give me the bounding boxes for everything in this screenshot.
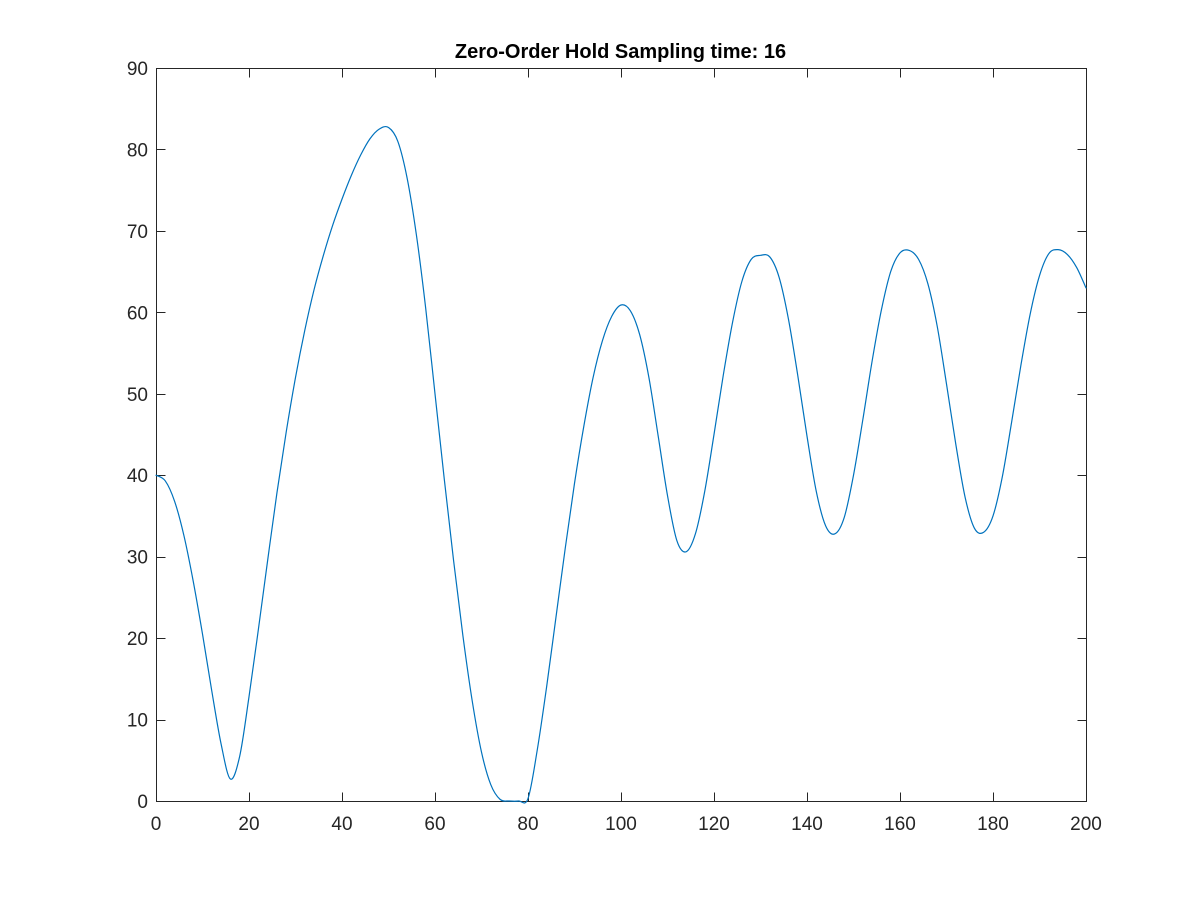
y-tick-label: 40: [127, 466, 148, 487]
x-tick-label: 0: [151, 814, 162, 835]
x-tick-label: 20: [238, 814, 259, 835]
x-tick-label: 120: [698, 814, 730, 835]
series-line: [155, 125, 1087, 804]
y-tick-label: 20: [127, 629, 148, 650]
y-tick-label: 60: [127, 303, 148, 324]
x-tick-label: 160: [884, 814, 916, 835]
y-tick-label: 30: [127, 548, 148, 569]
y-tick-label: 10: [127, 711, 148, 732]
x-tick-label: 200: [1070, 814, 1102, 835]
y-tick-label: 80: [127, 140, 148, 161]
y-tick-label: 70: [127, 222, 148, 243]
x-tick-label: 40: [331, 814, 352, 835]
axes-box: [156, 68, 1087, 802]
x-tick-label: 80: [517, 814, 538, 835]
x-tick-label: 100: [605, 814, 637, 835]
x-tick-label: 60: [424, 814, 445, 835]
chart-title: Zero-Order Hold Sampling time: 16: [455, 41, 786, 63]
x-tick-label: 140: [791, 814, 823, 835]
x-tick-label: 180: [977, 814, 1009, 835]
y-tick-label: 90: [127, 59, 148, 80]
y-tick-label: 0: [137, 792, 148, 813]
plot-area: 0 20 40 60 80 100 120 140 160 180 200 0 10 20 30 40 50 60…: [127, 59, 1102, 835]
y-tick-label: 50: [127, 385, 148, 406]
